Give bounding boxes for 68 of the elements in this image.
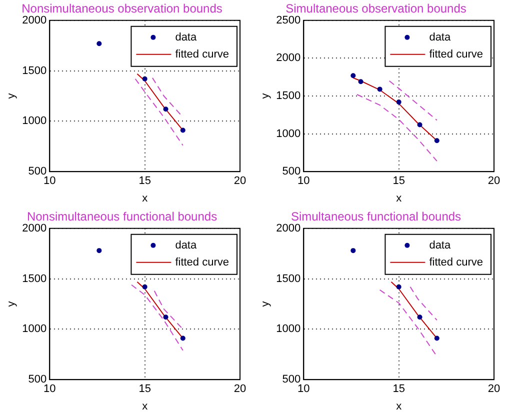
legend-label: data bbox=[175, 31, 198, 44]
x-tick-label: 10 bbox=[44, 383, 56, 396]
x-tick-label: 10 bbox=[298, 383, 310, 396]
point bbox=[142, 284, 148, 290]
legend-label: fitted curve bbox=[175, 48, 230, 60]
x-tick-label: 15 bbox=[392, 175, 405, 188]
y-tick-label: 1000 bbox=[276, 128, 301, 140]
x-axis-title: x bbox=[396, 192, 402, 204]
y-tick-label: 1500 bbox=[22, 272, 47, 285]
legend-label: data bbox=[429, 239, 452, 252]
point bbox=[350, 248, 356, 254]
y-axis-title: y bbox=[6, 300, 18, 307]
line-series bbox=[134, 78, 184, 146]
y-axis-title: y bbox=[6, 92, 18, 99]
point bbox=[434, 138, 440, 144]
point bbox=[434, 336, 440, 341]
point bbox=[377, 86, 382, 92]
line-series bbox=[379, 289, 438, 357]
chart-title: Nonsimultaneous functional bounds bbox=[26, 210, 218, 224]
x-axis-title: x bbox=[396, 400, 402, 412]
legend-label: fitted curve bbox=[429, 256, 484, 268]
legend-label: data bbox=[429, 31, 452, 44]
point bbox=[417, 314, 422, 320]
y-tick-label: 1000 bbox=[22, 323, 47, 336]
y-axis-title: y bbox=[260, 300, 272, 307]
x-tick-label: 15 bbox=[138, 175, 151, 188]
legend-label: data bbox=[175, 239, 198, 252]
x-tick-label: 20 bbox=[488, 175, 500, 188]
x-tick-label: 15 bbox=[138, 383, 151, 396]
line-series bbox=[356, 94, 438, 162]
y-tick-label: 1500 bbox=[22, 64, 47, 77]
point bbox=[417, 122, 422, 128]
x-tick-label: 20 bbox=[234, 175, 246, 188]
chart-title: Simultaneous functional bounds bbox=[290, 210, 462, 224]
legend-label: fitted curve bbox=[429, 48, 484, 60]
legend-label: fitted curve bbox=[175, 256, 230, 268]
x-tick-label: 20 bbox=[488, 383, 500, 396]
y-tick-label: 1000 bbox=[276, 323, 301, 336]
y-tick-label: 1000 bbox=[22, 115, 47, 128]
y-tick-label: 2000 bbox=[276, 222, 301, 234]
point bbox=[163, 314, 168, 320]
point bbox=[163, 106, 168, 112]
x-tick-label: 15 bbox=[392, 383, 405, 396]
point bbox=[142, 76, 148, 82]
y-axis-title: y bbox=[260, 92, 272, 99]
x-axis-title: x bbox=[142, 192, 148, 204]
y-tick-label: 1500 bbox=[276, 272, 301, 285]
point bbox=[350, 73, 356, 78]
y-tick-label: 2000 bbox=[22, 222, 47, 234]
y-tick-label: 2000 bbox=[22, 14, 47, 26]
x-tick-label: 10 bbox=[298, 175, 310, 188]
point bbox=[96, 248, 102, 254]
x-tick-label: 20 bbox=[234, 383, 246, 396]
point bbox=[358, 79, 364, 84]
x-axis-title: x bbox=[142, 400, 148, 412]
x-tick-label: 10 bbox=[44, 175, 56, 188]
y-tick-label: 2500 bbox=[276, 14, 301, 26]
y-tick-label: 2000 bbox=[276, 52, 301, 64]
point bbox=[180, 336, 186, 341]
chart-title: Simultaneous observation bounds bbox=[286, 2, 466, 16]
point bbox=[96, 41, 102, 46]
point bbox=[396, 100, 402, 105]
chart-title: Nonsimultaneous observation bounds bbox=[22, 2, 222, 16]
point bbox=[180, 128, 186, 133]
point bbox=[396, 284, 402, 290]
line-series bbox=[388, 80, 438, 121]
y-tick-label: 1500 bbox=[276, 90, 301, 102]
line-series bbox=[131, 284, 184, 351]
